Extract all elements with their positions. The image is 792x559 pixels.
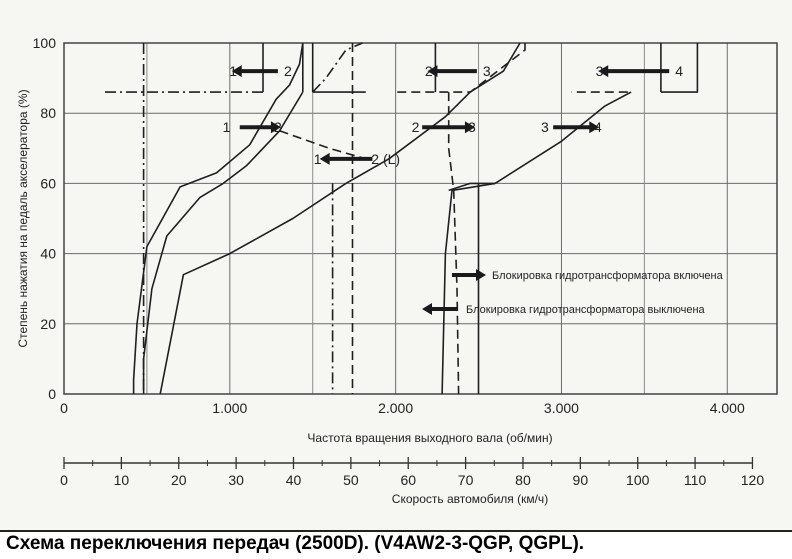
speed-tick-label: 20 <box>171 472 187 488</box>
chart-grid <box>64 43 777 394</box>
speed-tick-label: 90 <box>573 472 589 488</box>
gear-label: 1 <box>314 151 322 167</box>
shift-line <box>660 43 699 93</box>
y-axis-label: Степень нажатия на педаль акселератора (… <box>16 89 30 347</box>
speed-tick-label: 30 <box>228 472 244 488</box>
chart-series <box>103 42 699 395</box>
y-tick-label: 60 <box>40 175 56 191</box>
legend-arrow <box>452 269 486 281</box>
speed-tick-label: 50 <box>343 472 359 488</box>
plot-frame <box>63 42 778 395</box>
speed-tick-label: 80 <box>515 472 531 488</box>
gear-label: 3 <box>541 119 549 135</box>
x-tick-label: 2.000 <box>378 400 413 416</box>
gear-label: 3 <box>468 119 476 135</box>
speed-tick-label: 40 <box>286 472 302 488</box>
legend-entry: Блокировка гидротрансформатора включена <box>492 270 724 282</box>
arrow-head <box>464 121 475 134</box>
x-axis-label: Частота вращения выходного вала (об/мин) <box>307 431 552 445</box>
legend-entry: Блокировка гидротрансформатора выключена <box>466 304 706 316</box>
gear-label: 2 <box>274 119 282 135</box>
shift-line <box>447 92 460 395</box>
arrow-head <box>319 152 330 165</box>
chart-annotations: 1 2 1 2 1 2 (L) 2 3 2 3 3 4 3 4 Блокировка гидротрансф… <box>223 63 724 316</box>
shift-line <box>448 182 496 192</box>
speed-tick-label: 70 <box>458 472 474 488</box>
y-tick-label: 80 <box>40 105 56 121</box>
speed-tick-label: 120 <box>741 472 765 488</box>
gear-label: 2 <box>412 119 420 135</box>
figure-caption: Схема переключения передач (2500D). (V4A… <box>6 533 585 554</box>
shift-arrow <box>598 65 670 78</box>
arrow-head <box>598 65 609 78</box>
x-tick-label: 0 <box>60 400 68 416</box>
chart-axes: 0 20 40 60 80 100 0 1.000 2.000 3.000 4.000 0 10 20 30… <box>33 35 778 488</box>
shift-chart: 0 20 40 60 80 100 0 1.000 2.000 3.000 4.000 0 10 20 30… <box>16 35 778 506</box>
shift-line <box>441 91 632 395</box>
shift-arrow <box>231 65 278 78</box>
arrow-head <box>476 269 486 281</box>
shift-line <box>159 42 521 395</box>
y-tick-label: 100 <box>33 35 57 51</box>
shift-arrow <box>422 121 475 134</box>
gear-label: 2 <box>425 63 433 79</box>
gear-label: 2 <box>284 63 292 79</box>
arrow-head <box>589 121 600 134</box>
scanned-figure: 0 20 40 60 80 100 0 1.000 2.000 3.000 4.000 0 10 20 30… <box>0 0 792 532</box>
gear-label: 1 <box>229 63 237 79</box>
shift-line <box>142 91 304 394</box>
speed-tick-label: 100 <box>626 472 650 488</box>
x-tick-label: 4.000 <box>710 400 745 416</box>
shift-line <box>395 43 526 93</box>
x-tick-label: 3.000 <box>544 400 579 416</box>
shift-arrow <box>239 121 281 134</box>
shift-line <box>132 42 304 394</box>
gear-label: 3 <box>483 63 491 79</box>
gear-label: 4 <box>594 119 602 135</box>
speed-tick-label: 110 <box>684 472 707 488</box>
speed-tick-label: 60 <box>400 472 416 488</box>
gear-label: 4 <box>675 63 683 79</box>
shift-line <box>312 42 363 93</box>
shift-arrow <box>553 121 600 134</box>
x-tick-label: 1.000 <box>212 400 247 416</box>
speed-tick-label: 10 <box>114 472 130 488</box>
y-tick-label: 40 <box>40 246 56 262</box>
legend-arrow <box>422 303 458 315</box>
speed-axis-label: Скорость автомобиля (км/ч) <box>392 492 548 506</box>
shift-line <box>279 130 367 160</box>
arrow-head <box>270 121 281 134</box>
arrow-head <box>231 65 242 78</box>
arrow-head <box>427 65 438 78</box>
y-tick-label: 20 <box>40 316 56 332</box>
shift-arrow <box>319 152 373 165</box>
speed-tick-label: 0 <box>60 472 68 488</box>
y-tick-label: 0 <box>48 386 56 402</box>
caption-divider <box>0 530 792 532</box>
gear-label: 3 <box>596 63 604 79</box>
gear-label: 1 <box>223 119 231 135</box>
shift-arrow <box>427 65 477 78</box>
gear-label: 2 (L) <box>371 151 400 167</box>
arrow-head <box>422 303 432 315</box>
